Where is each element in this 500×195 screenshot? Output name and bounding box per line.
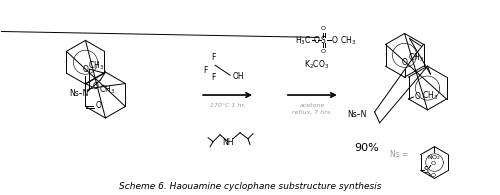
Text: F: F <box>204 66 208 75</box>
Text: O: O <box>314 36 320 45</box>
Text: H$_3$C: H$_3$C <box>296 34 312 47</box>
Text: O: O <box>430 173 436 178</box>
Text: F: F <box>211 73 216 82</box>
Text: F: F <box>211 53 216 62</box>
Text: O: O <box>96 101 102 110</box>
Text: K$_2$CO$_3$: K$_2$CO$_3$ <box>304 58 330 71</box>
Text: CH$_3$: CH$_3$ <box>100 83 116 96</box>
Text: Ns–N: Ns–N <box>348 110 367 119</box>
Text: Scheme 6. Haouamine cyclophane substructure synthesis: Scheme 6. Haouamine cyclophane substruct… <box>119 182 382 191</box>
Text: acetone: acetone <box>300 103 325 108</box>
Text: 90%: 90% <box>354 143 380 153</box>
Text: O: O <box>320 49 326 54</box>
Text: CH$_3$: CH$_3$ <box>88 60 104 73</box>
Text: CH$_3$: CH$_3$ <box>340 34 356 47</box>
Text: O: O <box>92 82 98 91</box>
Text: S: S <box>320 36 325 45</box>
Text: O: O <box>414 91 420 100</box>
Text: O: O <box>430 161 436 166</box>
Text: NO$_2$: NO$_2$ <box>428 154 442 162</box>
Text: O: O <box>320 27 326 31</box>
Text: O: O <box>332 36 338 45</box>
Text: CH$_3$: CH$_3$ <box>408 51 424 64</box>
Text: O: O <box>82 65 88 74</box>
Text: NH: NH <box>222 138 234 147</box>
Text: S: S <box>424 166 428 175</box>
Text: O: O <box>402 58 407 67</box>
Text: OH: OH <box>233 72 244 81</box>
Text: Ns =: Ns = <box>390 150 408 159</box>
Text: reflux, 7 hrs.: reflux, 7 hrs. <box>292 110 333 115</box>
Text: 170°C 1 hr.: 170°C 1 hr. <box>210 103 246 108</box>
Text: CH$_3$: CH$_3$ <box>422 90 438 102</box>
Text: Ns–N: Ns–N <box>70 89 89 98</box>
